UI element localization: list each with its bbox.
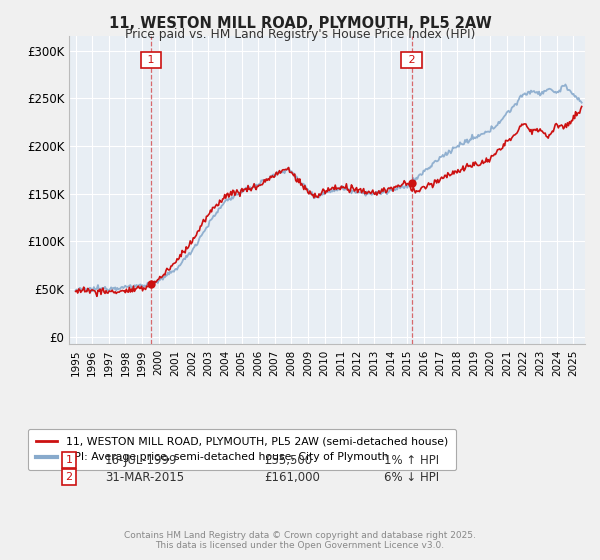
Text: £55,500: £55,500: [264, 454, 312, 467]
Text: 2: 2: [65, 472, 73, 482]
Text: 11, WESTON MILL ROAD, PLYMOUTH, PL5 2AW: 11, WESTON MILL ROAD, PLYMOUTH, PL5 2AW: [109, 16, 491, 31]
Text: £161,000: £161,000: [264, 470, 320, 484]
Legend: 11, WESTON MILL ROAD, PLYMOUTH, PL5 2AW (semi-detached house), HPI: Average pric: 11, WESTON MILL ROAD, PLYMOUTH, PL5 2AW …: [28, 429, 456, 470]
Text: 16-JUL-1999: 16-JUL-1999: [105, 454, 178, 467]
Text: 6% ↓ HPI: 6% ↓ HPI: [384, 470, 439, 484]
Text: 31-MAR-2015: 31-MAR-2015: [105, 470, 184, 484]
Text: 1: 1: [144, 55, 158, 65]
Text: Contains HM Land Registry data © Crown copyright and database right 2025.
This d: Contains HM Land Registry data © Crown c…: [124, 530, 476, 550]
Text: 2: 2: [404, 55, 419, 65]
Text: 1% ↑ HPI: 1% ↑ HPI: [384, 454, 439, 467]
Text: 1: 1: [65, 455, 73, 465]
Text: Price paid vs. HM Land Registry's House Price Index (HPI): Price paid vs. HM Land Registry's House …: [125, 28, 475, 41]
